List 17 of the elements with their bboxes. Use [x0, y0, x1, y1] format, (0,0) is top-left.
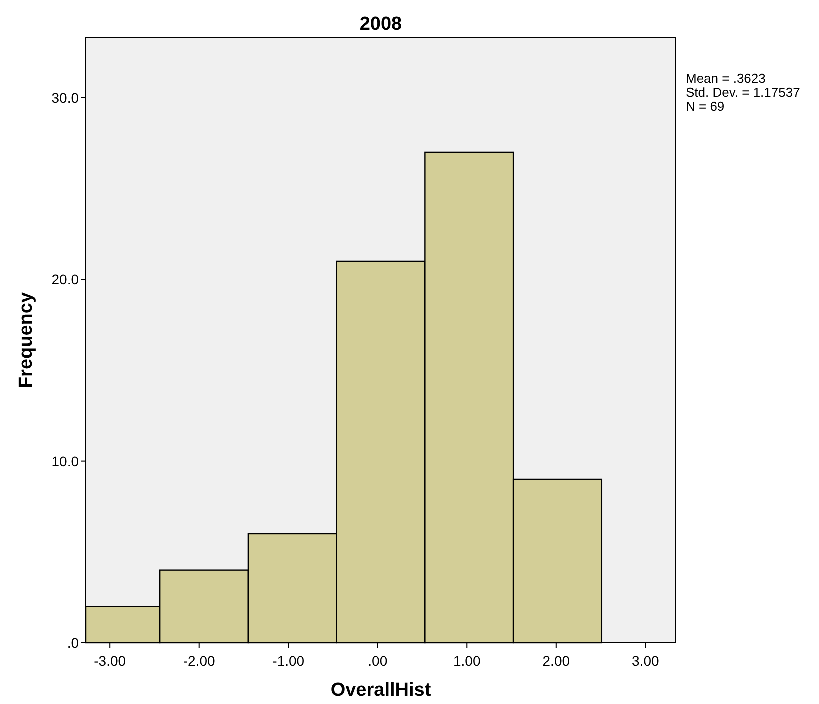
y-tick-label: 10.0: [52, 453, 80, 470]
x-axis-title: OverallHist: [330, 680, 432, 701]
text: Std. Dev. = 1.17537: [686, 85, 800, 100]
y-axis-title: Frequency: [16, 292, 37, 389]
y-tick-label: 30.0: [52, 90, 80, 106]
x-tick-label: -2.00: [183, 653, 216, 669]
x-tick-label: 2.00: [542, 653, 570, 669]
y-tick-label: 20.0: [52, 272, 80, 288]
x-tick-label: -1.00: [272, 653, 305, 669]
text: Mean = .3623: [686, 71, 766, 86]
y-tick-label: .0: [67, 635, 80, 651]
x-tick-label: 3.00: [632, 653, 660, 669]
x-tick-label: -3.00: [94, 653, 126, 669]
x-tick-label: 1.00: [454, 653, 481, 669]
text: N = 69: [686, 99, 725, 114]
chart-title: 2008: [360, 14, 402, 35]
x-tick-label: .00: [368, 653, 388, 669]
